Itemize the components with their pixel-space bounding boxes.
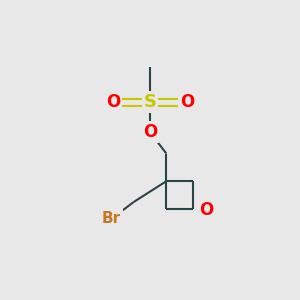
Text: O: O xyxy=(199,201,213,219)
Text: Br: Br xyxy=(102,212,121,226)
Text: O: O xyxy=(106,93,120,111)
Text: S: S xyxy=(143,93,157,111)
Text: O: O xyxy=(143,123,157,141)
Text: O: O xyxy=(180,93,194,111)
